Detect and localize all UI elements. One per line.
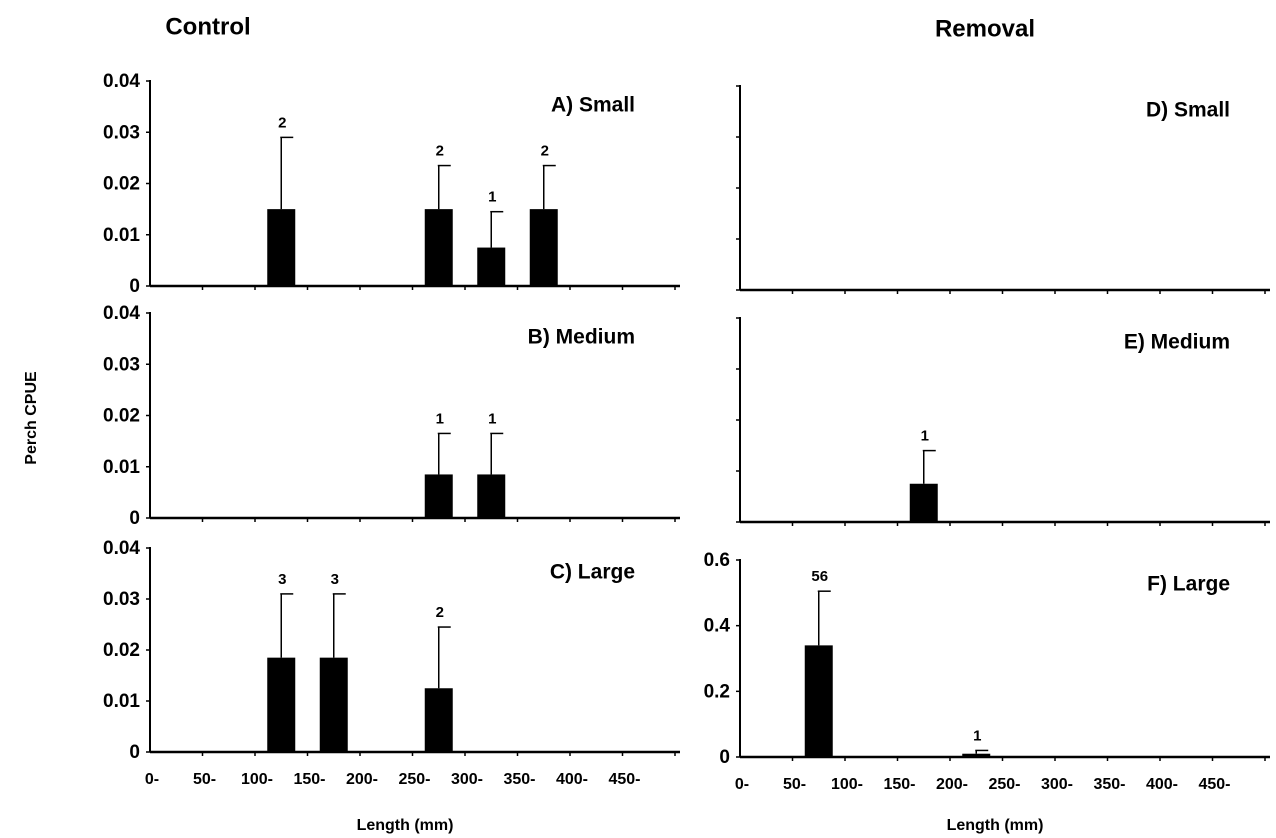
count-label: 2 [436, 143, 444, 160]
y-tick-label: 0.01 [103, 225, 140, 246]
bar [529, 209, 558, 286]
bar [319, 657, 348, 752]
count-label: 2 [541, 143, 549, 160]
panel-title: B) Medium [528, 326, 635, 349]
count-label: 56 [811, 568, 828, 585]
y-tick-label: 0 [719, 747, 730, 768]
y-tick-label: 0.4 [704, 616, 731, 637]
x-tick-label: 400- [556, 771, 588, 788]
count-label: 1 [436, 410, 444, 427]
count-label: 3 [278, 571, 286, 588]
x-tick-label: 0- [735, 776, 749, 793]
count-label: 1 [973, 727, 981, 744]
count-label: 2 [278, 114, 286, 131]
y-tick-label: 0.03 [103, 589, 140, 610]
panel-title: C) Large [550, 561, 635, 584]
y-tick-label: 0.6 [704, 550, 730, 571]
x-tick-label: 100- [831, 776, 863, 793]
bar [804, 645, 833, 757]
x-tick-label: 250- [398, 771, 430, 788]
y-axis-label: Perch CPUE [23, 371, 40, 465]
x-tick-label: 350- [503, 771, 535, 788]
x-tick-label: 150- [293, 771, 325, 788]
y-tick-label: 0.04 [103, 71, 140, 92]
count-label: 1 [488, 189, 496, 206]
y-tick-label: 0 [129, 508, 140, 529]
panel-title: D) Small [1146, 99, 1230, 122]
bar [267, 209, 296, 286]
x-tick-label: 0- [145, 771, 159, 788]
x-tick-label: 200- [346, 771, 378, 788]
y-tick-label: 0.03 [103, 122, 140, 143]
y-tick-label: 0.02 [103, 174, 140, 195]
column-title: Control [165, 13, 250, 40]
bar [477, 474, 506, 518]
y-tick-label: 0.03 [103, 354, 140, 375]
bar [424, 688, 453, 752]
panel-title: A) Small [551, 94, 635, 117]
x-tick-label: 200- [936, 776, 968, 793]
y-tick-label: 0.04 [103, 538, 140, 559]
x-tick-label: 50- [783, 776, 806, 793]
x-tick-label: 150- [883, 776, 915, 793]
x-tick-label: 300- [451, 771, 483, 788]
y-tick-label: 0 [129, 276, 140, 297]
count-label: 2 [436, 604, 444, 621]
bar [962, 753, 991, 757]
count-label: 1 [921, 428, 929, 445]
bar [477, 247, 506, 286]
y-tick-label: 0.01 [103, 691, 140, 712]
y-tick-label: 0.01 [103, 457, 140, 478]
bar [424, 474, 453, 518]
x-tick-label: 300- [1041, 776, 1073, 793]
x-tick-label: 350- [1093, 776, 1125, 793]
bar [909, 483, 938, 522]
column-title: Removal [935, 15, 1035, 42]
count-label: 1 [488, 410, 496, 427]
x-tick-label: 100- [241, 771, 273, 788]
x-tick-label: 450- [608, 771, 640, 788]
count-label: 3 [331, 571, 339, 588]
x-tick-label: 250- [988, 776, 1020, 793]
x-tick-label: 450- [1198, 776, 1230, 793]
panel-title: F) Large [1147, 573, 1230, 596]
y-tick-label: 0.02 [103, 406, 140, 427]
bar [424, 209, 453, 286]
y-tick-label: 0 [129, 742, 140, 763]
y-tick-label: 0.04 [103, 303, 140, 324]
x-tick-label: 400- [1146, 776, 1178, 793]
panel-title: E) Medium [1124, 331, 1230, 354]
y-tick-label: 0.02 [103, 640, 140, 661]
x-axis-label: Length (mm) [357, 817, 454, 834]
y-tick-label: 0.2 [704, 681, 730, 702]
bar [267, 657, 296, 752]
x-axis-label: Length (mm) [947, 817, 1044, 834]
x-tick-label: 50- [193, 771, 216, 788]
